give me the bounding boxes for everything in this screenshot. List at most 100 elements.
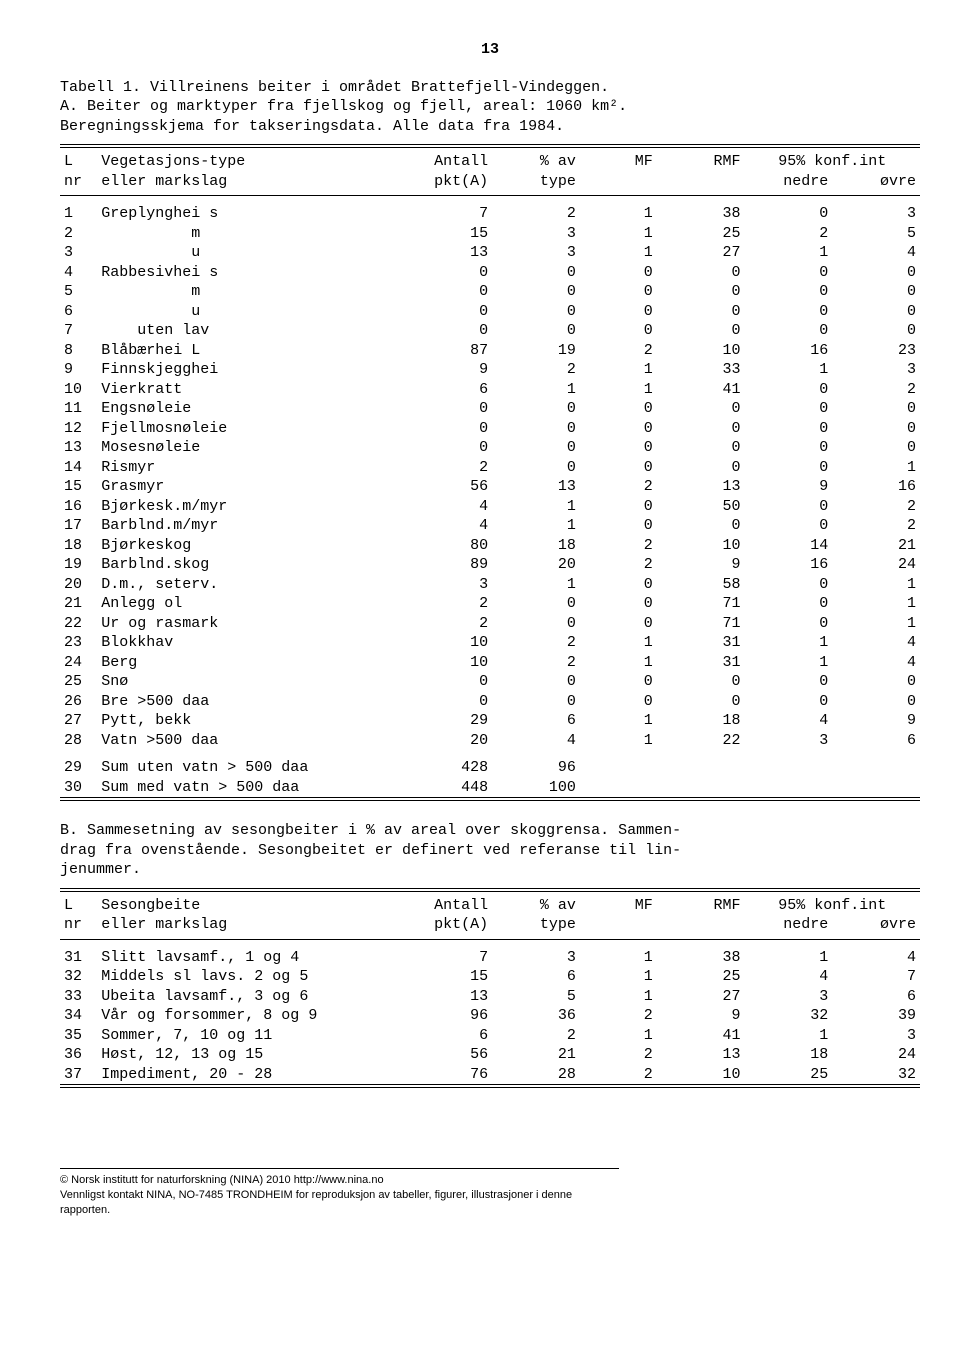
row-nr: 15 — [60, 477, 97, 497]
cell: 6 — [832, 731, 920, 751]
cell: 0 — [404, 419, 492, 439]
cell: 1 — [832, 575, 920, 595]
cell: 4 — [492, 731, 580, 751]
table-row: 29 Sum uten vatn > 500 daa 428 96 — [60, 758, 920, 778]
cell: 2 — [404, 614, 492, 634]
footer: © Norsk institutt for naturforskning (NI… — [60, 1168, 619, 1218]
cell: 0 — [580, 497, 657, 517]
row-nr: 35 — [60, 1026, 97, 1046]
cell: 4 — [832, 948, 920, 968]
cell: 10 — [657, 341, 745, 361]
cell: 0 — [832, 672, 920, 692]
row-label: Blåbærhei L — [97, 341, 404, 361]
table-row: 33 Ubeita lavsamf., 3 og 6 13 5 1 27 3 6 — [60, 987, 920, 1007]
table-a: L Vegetasjons-type Antall % av MF RMF 95… — [60, 148, 920, 797]
page-number: 13 — [60, 40, 920, 60]
table-row: 11 Engsnøleie 0 0 0 0 0 0 — [60, 399, 920, 419]
cell: 3 — [492, 224, 580, 244]
col-header: Vegetasjons-type — [97, 148, 404, 172]
cell: 0 — [580, 263, 657, 283]
cell: 1 — [744, 948, 832, 968]
cell: 87 — [404, 341, 492, 361]
cell: 15 — [404, 967, 492, 987]
cell: 0 — [744, 516, 832, 536]
col-header: nedre — [744, 915, 832, 939]
cell: 9 — [744, 477, 832, 497]
cell: 0 — [832, 263, 920, 283]
table-row: 27 Pytt, bekk 29 6 1 18 4 9 — [60, 711, 920, 731]
row-label: Grasmyr — [97, 477, 404, 497]
row-label: Ubeita lavsamf., 3 og 6 — [97, 987, 404, 1007]
cell: 31 — [657, 653, 745, 673]
section-b-caption: B. Sammesetning av sesongbeiter i % av a… — [60, 821, 920, 880]
row-nr: 28 — [60, 731, 97, 751]
cell: 3 — [744, 731, 832, 751]
cell: 0 — [744, 302, 832, 322]
row-label: Høst, 12, 13 og 15 — [97, 1045, 404, 1065]
col-header: type — [492, 172, 580, 196]
cell: 0 — [744, 614, 832, 634]
row-label: Vår og forsommer, 8 og 9 — [97, 1006, 404, 1026]
cell: 58 — [657, 575, 745, 595]
cell: 3 — [832, 360, 920, 380]
cell: 33 — [657, 360, 745, 380]
cell: 2 — [492, 653, 580, 673]
table-row: 32 Middels sl lavs. 2 og 5 15 6 1 25 4 7 — [60, 967, 920, 987]
cell: 9 — [657, 1006, 745, 1026]
cell: 1 — [832, 458, 920, 478]
cell: 4 — [832, 633, 920, 653]
caption-line: B. Sammesetning av sesongbeiter i % av a… — [60, 822, 681, 839]
cell: 3 — [492, 948, 580, 968]
cell: 0 — [580, 438, 657, 458]
cell: 0 — [832, 399, 920, 419]
row-label: Finnskjegghei — [97, 360, 404, 380]
footer-line: Vennligst kontakt NINA, NO-7485 TRONDHEI… — [60, 1189, 572, 1216]
table-row: 22 Ur og rasmark 2 0 0 71 0 1 — [60, 614, 920, 634]
col-header: type — [492, 915, 580, 939]
cell: 0 — [580, 516, 657, 536]
cell: 6 — [492, 711, 580, 731]
col-header: eller markslag — [97, 172, 404, 196]
cell: 25 — [657, 224, 745, 244]
cell: 0 — [657, 263, 745, 283]
cell: 0 — [580, 458, 657, 478]
row-nr: 37 — [60, 1065, 97, 1085]
row-label: Blokkhav — [97, 633, 404, 653]
rule-double — [60, 797, 920, 801]
row-label: Rismyr — [97, 458, 404, 478]
row-label: Pytt, bekk — [97, 711, 404, 731]
cell: 0 — [580, 672, 657, 692]
cell: 2 — [404, 594, 492, 614]
table-row: 24 Berg 10 2 1 31 1 4 — [60, 653, 920, 673]
cell: 0 — [657, 302, 745, 322]
cell: 0 — [492, 399, 580, 419]
cell: 10 — [404, 653, 492, 673]
cell: 29 — [404, 711, 492, 731]
cell: 3 — [832, 204, 920, 224]
row-label: uten lav — [97, 321, 404, 341]
cell: 0 — [404, 302, 492, 322]
table-row: 9 Finnskjegghei 9 2 1 33 1 3 — [60, 360, 920, 380]
cell: 2 — [580, 477, 657, 497]
row-nr: 23 — [60, 633, 97, 653]
row-label: u — [97, 302, 404, 322]
row-label: Sum med vatn > 500 daa — [97, 778, 404, 798]
cell: 4 — [744, 711, 832, 731]
cell: 0 — [580, 614, 657, 634]
col-header: MF — [580, 892, 657, 916]
cell: 39 — [832, 1006, 920, 1026]
cell: 38 — [657, 948, 745, 968]
table-row: 19 Barblnd.skog 89 20 2 9 16 24 — [60, 555, 920, 575]
row-nr: 8 — [60, 341, 97, 361]
cell: 32 — [832, 1065, 920, 1085]
table-row: 6 u 0 0 0 0 0 0 — [60, 302, 920, 322]
cell: 2 — [492, 360, 580, 380]
cell: 0 — [744, 419, 832, 439]
table-row: 35 Sommer, 7, 10 og 11 6 2 1 41 1 3 — [60, 1026, 920, 1046]
cell: 0 — [657, 438, 745, 458]
cell: 13 — [404, 987, 492, 1007]
row-nr: 17 — [60, 516, 97, 536]
cell: 1 — [744, 633, 832, 653]
row-nr: 31 — [60, 948, 97, 968]
cell: 0 — [832, 321, 920, 341]
